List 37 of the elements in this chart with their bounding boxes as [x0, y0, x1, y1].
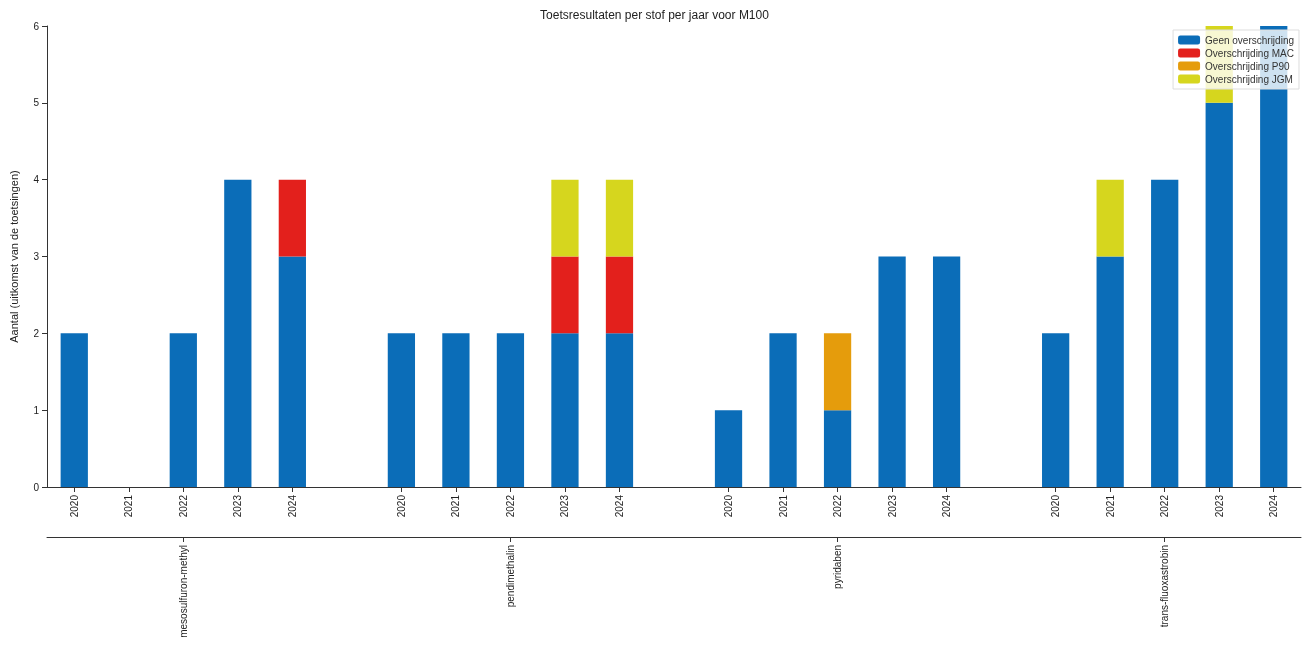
x-tick-label: 2021 [777, 494, 789, 518]
x-tick-label: 2023 [1213, 494, 1225, 518]
x-tick-label: 2023 [559, 494, 571, 518]
x-tick-label: 2024 [941, 494, 953, 518]
x-tick-label: 2021 [450, 494, 462, 518]
text: pendimethalin [504, 545, 516, 608]
x-tick-label: 2021 [1104, 494, 1116, 518]
text: mesosulfuron-methyl [177, 545, 189, 638]
y-tick-label: 1 [33, 404, 40, 416]
legend-label: Overschrijding JGM [1205, 73, 1293, 85]
chart-title: Toetsresultaten per stof per jaar voor M100 [540, 8, 770, 22]
y-tick-label: 4 [33, 174, 40, 186]
x-tick-label: 2022 [1159, 494, 1171, 518]
y-tick-label: 2 [33, 327, 40, 339]
x-tick-label: 2024 [286, 494, 298, 518]
x-tick-label: 2020 [723, 494, 735, 518]
x-tick-label: 2024 [613, 494, 625, 518]
x-tick-label: 2024 [1268, 494, 1280, 518]
y-tick-label: 6 [33, 20, 40, 32]
legend-label: Geen overschrijding [1205, 34, 1294, 46]
x-tick-label: 2022 [504, 494, 516, 518]
x-tick-label: 2023 [232, 494, 244, 518]
text: trans-fluoxastrobin [1159, 545, 1171, 628]
x-tick-label: 2020 [68, 494, 80, 518]
x-tick-label: 2023 [886, 494, 898, 518]
x-tick-label: 2020 [1050, 494, 1062, 518]
y-tick-label: 5 [33, 97, 40, 109]
legend-label: Overschrijding P90 [1205, 60, 1290, 72]
y-axis-title: Aantal (uitkomst van de toetsingen) [7, 170, 20, 343]
x-tick-label: 2020 [395, 494, 407, 518]
text: pyridaben [832, 545, 844, 589]
x-tick-label: 2022 [832, 494, 844, 518]
x-tick-label: 2021 [123, 494, 135, 518]
legend-label: Overschrijding MAC [1205, 47, 1294, 59]
y-tick-label: 3 [33, 251, 40, 262]
y-tick-label: 0 [33, 481, 40, 493]
x-tick-label: 2022 [177, 494, 189, 518]
